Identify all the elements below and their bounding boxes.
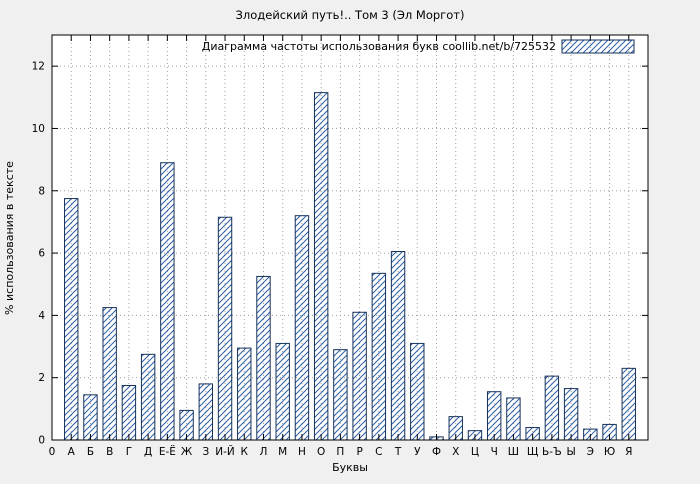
- bar-Ш: [506, 397, 521, 441]
- x-tick-label: А: [68, 446, 76, 458]
- x-tick-label: Х: [452, 446, 459, 458]
- legend-swatch: [561, 39, 635, 54]
- x-tick-label: Д: [144, 446, 152, 458]
- y-tick-label: 12: [32, 61, 45, 73]
- y-tick-label: 6: [38, 248, 45, 260]
- y-tick-label: 8: [38, 185, 45, 197]
- x-tick-label: Ц: [471, 446, 479, 458]
- x-tick-label: У: [414, 446, 421, 458]
- bar-Я: [621, 367, 636, 441]
- x-tick-label: Е-Ё: [159, 445, 176, 458]
- x-tick-label: И-Й: [215, 445, 235, 458]
- x-tick-label: З: [202, 446, 209, 458]
- x-tick-label: Н: [298, 446, 306, 458]
- x-tick-label: Ь-Ъ: [542, 446, 562, 458]
- x-tick-label: В: [106, 446, 113, 458]
- y-tick-label: 2: [38, 372, 45, 384]
- bar-Н: [294, 215, 310, 441]
- bar-А: [64, 198, 79, 441]
- bar-Ы: [563, 388, 579, 441]
- tick-marks: [52, 35, 648, 441]
- bar-М: [275, 342, 290, 441]
- y-axis-label: % использования в тексте: [3, 161, 16, 315]
- y-tick-label: 10: [32, 123, 45, 135]
- bar-З: [198, 383, 214, 441]
- x-tick-label: Ф: [432, 446, 441, 458]
- bar-Р: [352, 311, 367, 441]
- x-origin-label: 0: [49, 446, 56, 458]
- bar-Ь-Ъ: [544, 375, 560, 441]
- bar-Д: [140, 353, 156, 441]
- x-tick-label: П: [336, 446, 344, 458]
- x-tick-label: Л: [260, 446, 268, 458]
- chart-title: Злодейский путь!.. Том 3 (Эл Моргот): [236, 8, 465, 22]
- x-tick-label: Ы: [566, 446, 575, 458]
- x-tick-label: М: [278, 446, 287, 458]
- bar-П: [333, 349, 348, 441]
- x-tick-label: Э: [587, 446, 594, 458]
- bar-Б: [83, 394, 98, 441]
- bar-С: [371, 272, 387, 441]
- x-axis-label: Буквы: [332, 461, 368, 474]
- y-tick-label: 0: [38, 435, 45, 447]
- bar-Л: [256, 275, 271, 441]
- bar-Т: [390, 251, 406, 441]
- x-tick-label: Т: [394, 446, 402, 458]
- x-tick-label: Ш: [508, 446, 519, 458]
- x-tick-label: С: [375, 446, 382, 458]
- x-tick-label: О: [317, 446, 325, 458]
- x-tick-label: Б: [87, 446, 94, 458]
- bar-К: [237, 347, 252, 441]
- x-tick-label: К: [241, 446, 249, 458]
- y-tick-label: 4: [38, 310, 45, 322]
- bar-Ч: [486, 391, 502, 441]
- legend-label: Диаграмма частоты использования букв coo…: [202, 40, 556, 53]
- x-tick-label: Ю: [604, 446, 615, 458]
- bar-В: [102, 307, 117, 441]
- x-tick-label: Я: [625, 446, 632, 458]
- bar-У: [410, 342, 425, 441]
- bar-И-Й: [217, 216, 233, 441]
- plot-border: [51, 34, 649, 441]
- x-tick-label: Г: [126, 446, 132, 458]
- x-tick-label: Щ: [527, 446, 539, 458]
- x-tick-label: Р: [356, 446, 362, 458]
- bar-Г: [121, 384, 137, 441]
- x-tick-label: Ж: [181, 446, 193, 458]
- bar-Е-Ё: [160, 162, 175, 441]
- bar-О: [313, 92, 329, 441]
- x-tick-label: Ч: [491, 446, 498, 458]
